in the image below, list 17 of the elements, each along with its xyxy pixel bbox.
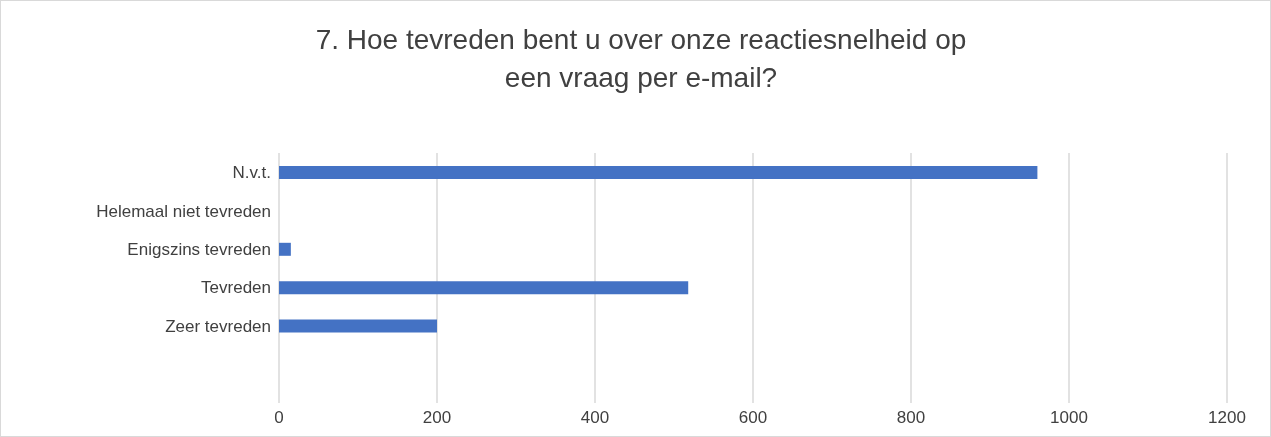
y-tick-label: Zeer tevreden: [165, 316, 271, 336]
chart-title: 7. Hoe tevreden bent u over onze reactiesnelheid op een vraag per e-mail?: [314, 23, 968, 95]
x-tick-label: 200: [422, 408, 452, 428]
y-tick-label: Tevreden: [201, 278, 271, 298]
x-tick-label: 1000: [1050, 408, 1088, 428]
y-tick-label: N.v.t.: [232, 163, 271, 183]
bar: [279, 281, 689, 295]
bar: [279, 242, 291, 256]
bar: [279, 166, 1038, 179]
x-tick-label: 1200: [1208, 408, 1246, 428]
y-tick-label: Helemaal niet tevreden: [96, 201, 271, 221]
x-tick-label: 400: [580, 408, 610, 428]
x-tick-label: 800: [896, 408, 926, 428]
x-tick-label: 600: [738, 408, 768, 428]
x-tick-label: 0: [274, 408, 284, 428]
bar: [279, 319, 437, 333]
y-tick-label: Enigszins tevreden: [127, 240, 271, 260]
